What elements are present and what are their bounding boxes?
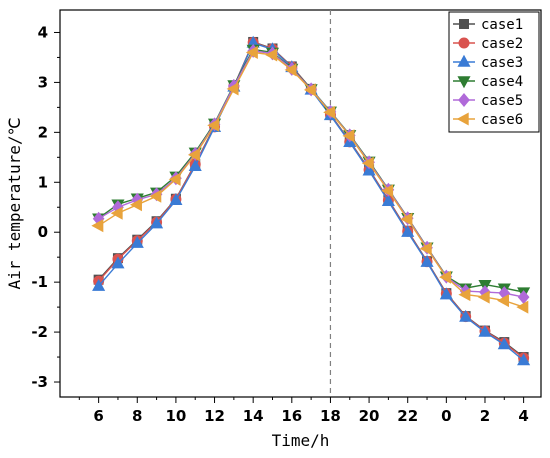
data-point — [420, 254, 434, 267]
data-point — [517, 353, 531, 366]
data-point — [342, 129, 355, 143]
legend-label: case5 — [481, 93, 523, 109]
y-tick-label: -3 — [31, 373, 48, 391]
y-tick-label: 0 — [38, 223, 48, 241]
legend-marker — [458, 93, 470, 107]
data-point — [111, 256, 125, 269]
x-tick-label: 10 — [165, 407, 186, 425]
legend-marker — [457, 76, 471, 89]
y-tick-label: -1 — [31, 273, 48, 291]
x-tick-label: 18 — [320, 407, 341, 425]
data-point — [400, 212, 413, 226]
data-point — [381, 184, 394, 198]
data-point — [149, 189, 162, 203]
data-point — [497, 337, 511, 350]
y-tick-label: -2 — [31, 323, 48, 341]
data-point — [362, 163, 376, 176]
data-point — [130, 235, 144, 248]
y-tick-label: 2 — [38, 123, 48, 141]
x-tick-label: 2 — [480, 407, 490, 425]
data-point — [130, 198, 142, 212]
data-point — [401, 224, 415, 237]
data-point — [187, 148, 200, 162]
x-tick-label: 0 — [441, 407, 451, 425]
x-tick-label: 8 — [132, 407, 142, 425]
legend-marker — [458, 37, 470, 49]
data-point — [439, 270, 452, 284]
data-point — [478, 324, 492, 337]
data-point — [168, 172, 181, 186]
data-point — [419, 242, 432, 256]
x-tick-label: 20 — [359, 407, 380, 425]
x-tick-label: 16 — [281, 407, 302, 425]
data-point — [265, 48, 278, 62]
data-point — [458, 288, 471, 302]
data-point — [226, 82, 239, 96]
data-point — [497, 294, 509, 308]
data-point — [207, 118, 220, 132]
data-point — [91, 219, 104, 233]
data-point — [110, 206, 123, 220]
data-point — [477, 290, 490, 304]
data-point — [150, 216, 164, 229]
data-point — [303, 83, 316, 97]
data-point — [323, 105, 336, 119]
data-point — [245, 45, 258, 59]
y-tick-label: 4 — [38, 23, 48, 41]
data-point — [284, 63, 297, 77]
y-tick-label: 1 — [38, 173, 48, 191]
legend-marker — [457, 54, 471, 67]
x-tick-label: 12 — [204, 407, 225, 425]
legend-label: case4 — [481, 74, 523, 90]
y-tick-label: 3 — [38, 73, 48, 91]
legend-label: case1 — [481, 17, 523, 33]
legend-box — [448, 11, 540, 133]
legend-marker — [456, 112, 469, 126]
data-point — [516, 300, 529, 314]
y-axis-title: Air temperature/℃ — [5, 117, 24, 289]
x-tick-label: 14 — [243, 407, 264, 425]
data-point — [361, 156, 374, 170]
data-point — [92, 278, 106, 291]
x-tick-label: 22 — [397, 407, 418, 425]
x-tick-label: 4 — [518, 407, 528, 425]
data-point — [381, 194, 395, 206]
legend-marker — [459, 19, 469, 29]
data-point — [188, 159, 202, 171]
data-point — [439, 287, 453, 300]
plot-area-border — [59, 9, 542, 398]
legend-label: case2 — [481, 36, 523, 52]
plot-frame — [59, 9, 542, 398]
series-case6 — [91, 45, 529, 314]
legend-label: case6 — [481, 112, 523, 128]
x-tick-label: 6 — [93, 407, 103, 425]
data-point — [459, 309, 473, 322]
x-axis-title: Time/h — [272, 431, 330, 450]
data-point — [169, 193, 183, 205]
series-layer — [91, 35, 531, 366]
legend: case1 case2 case3 case4 case5 case6 — [448, 11, 540, 133]
legend-label: case3 — [481, 55, 523, 71]
